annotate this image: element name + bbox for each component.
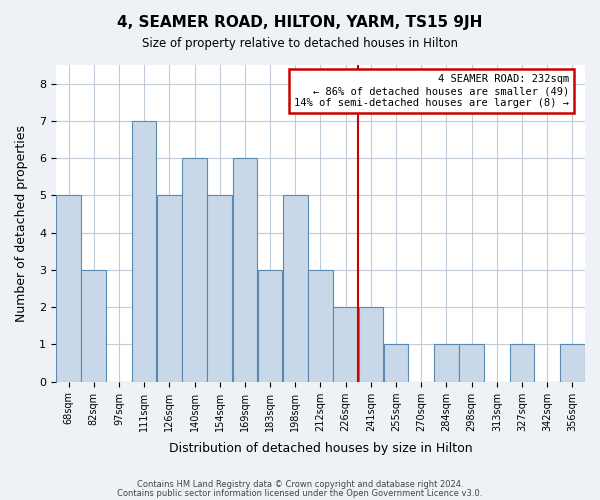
Bar <box>434 344 459 382</box>
Text: Size of property relative to detached houses in Hilton: Size of property relative to detached ho… <box>142 38 458 51</box>
Bar <box>258 270 283 382</box>
Bar <box>459 344 484 382</box>
Bar <box>132 121 157 382</box>
Bar <box>560 344 585 382</box>
Bar <box>157 196 182 382</box>
Text: 4, SEAMER ROAD, HILTON, YARM, TS15 9JH: 4, SEAMER ROAD, HILTON, YARM, TS15 9JH <box>118 15 482 30</box>
Bar <box>233 158 257 382</box>
Bar <box>182 158 207 382</box>
Bar <box>359 307 383 382</box>
Bar <box>283 196 308 382</box>
Text: 4 SEAMER ROAD: 232sqm
← 86% of detached houses are smaller (49)
14% of semi-deta: 4 SEAMER ROAD: 232sqm ← 86% of detached … <box>294 74 569 108</box>
Bar <box>56 196 81 382</box>
Y-axis label: Number of detached properties: Number of detached properties <box>15 125 28 322</box>
Bar <box>509 344 535 382</box>
Text: Contains HM Land Registry data © Crown copyright and database right 2024.: Contains HM Land Registry data © Crown c… <box>137 480 463 489</box>
X-axis label: Distribution of detached houses by size in Hilton: Distribution of detached houses by size … <box>169 442 472 455</box>
Bar <box>384 344 409 382</box>
Bar <box>334 307 358 382</box>
Bar <box>82 270 106 382</box>
Bar <box>308 270 333 382</box>
Bar <box>208 196 232 382</box>
Text: Contains public sector information licensed under the Open Government Licence v3: Contains public sector information licen… <box>118 489 482 498</box>
